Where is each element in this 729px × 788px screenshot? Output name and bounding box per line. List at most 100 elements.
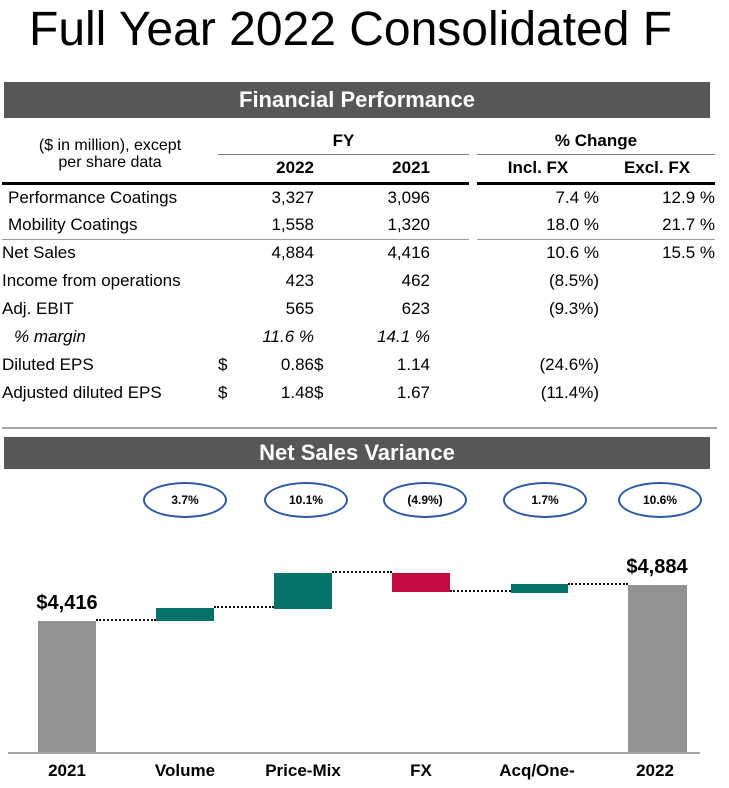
row-label: Adj. EBIT (2, 299, 74, 318)
x-axis-line (8, 752, 700, 754)
table-units-note-line2: per share data (58, 153, 162, 171)
value-incl-fx: (8.5%) (548, 271, 600, 290)
value-2021: 4,416 (387, 243, 430, 263)
value-incl-fx (477, 323, 599, 351)
dollar-sign: $ (218, 355, 228, 374)
column-group-fy: FY (218, 128, 470, 155)
connector-dotted-line (96, 619, 156, 621)
pct-bubble-label: (4.9%) (407, 493, 443, 507)
bar-acq-one (511, 584, 568, 593)
value-incl-fx: (24.6%) (539, 355, 600, 374)
financial-performance-title: Financial Performance (239, 87, 475, 112)
pct-bubble-label: 10.1% (288, 493, 324, 507)
bar-price-mix (274, 573, 332, 609)
table-row: Diluted EPS $ 0.86 $ 1.14 (24.6%) (2, 351, 715, 379)
bar-volume (156, 608, 214, 621)
dollar-sign (314, 183, 342, 211)
page-title: Full Year 2022 Consolidated F (29, 3, 673, 56)
dollar-sign (218, 211, 234, 240)
table-row: % margin 11.6 % 14.1 % (2, 323, 715, 351)
table-row: Income from operations 423 462 (8.5%) (2, 267, 715, 295)
connector-dotted-line (332, 571, 392, 573)
dollar-sign (314, 239, 342, 267)
pct-bubble-label: 10.6% (642, 493, 678, 507)
value-2022: 565 (285, 299, 314, 318)
header-pad (430, 154, 470, 185)
start-value-label: $4,416 (36, 592, 98, 614)
value-2021: 462 (401, 271, 430, 290)
financial-performance-table: ($ in million), except per share data FY… (2, 128, 716, 407)
pct-bubble-2022: 10.6% (618, 482, 702, 518)
value-excl-fx: 21.7 % (599, 211, 716, 240)
row-label: Diluted EPS (2, 355, 94, 374)
value-2022: 1.48 (280, 383, 314, 402)
value-excl-fx (599, 267, 715, 295)
value-2021: 14.1 % (377, 327, 430, 346)
end-value-label: $4,884 (626, 556, 688, 578)
column-header-fy-2022: 2022 (218, 154, 314, 185)
column-header-fy-2021: 2021 (314, 154, 430, 185)
bar-2022 (628, 585, 687, 752)
connector-dotted-line (568, 583, 628, 585)
value-excl-fx (599, 379, 715, 407)
value-2021: 3,096 (387, 187, 430, 207)
table-row: Mobility Coatings 1,558 1,320 18.0 % 21.… (2, 211, 716, 240)
column-header-excl-fx: Excl. FX (599, 154, 716, 185)
dollar-sign (314, 295, 342, 323)
value-incl-fx: 18.0 % (477, 211, 600, 240)
dollar-sign: $ (218, 383, 228, 402)
table-row: Net Sales 4,884 4,416 10.6 % 15.5 % (2, 239, 715, 267)
value-2021: 623 (401, 299, 430, 318)
value-incl-fx: (11.4%) (540, 383, 600, 402)
connector-dotted-line (214, 606, 274, 608)
x-label-price-mix: Price-Mix (265, 761, 341, 780)
column-gap (469, 154, 477, 183)
value-2022: 423 (285, 271, 314, 290)
dollar-sign (218, 295, 234, 323)
dollar-sign (218, 239, 234, 267)
value-2022: 0.86 (280, 355, 314, 374)
pct-bubble-label: 3.7% (171, 493, 199, 507)
value-2022: 3,327 (271, 187, 314, 207)
x-label-fx: FX (410, 761, 432, 780)
row-label: % margin (14, 327, 86, 346)
value-excl-fx: 15.5 % (662, 243, 716, 263)
bar-fx (392, 573, 450, 592)
row-label: Mobility Coatings (2, 211, 218, 240)
value-2022: 4,884 (271, 243, 314, 263)
x-label-volume: Volume (154, 761, 216, 780)
value-2022: 11.6 % (262, 327, 314, 346)
net-sales-variance-header-bar: Net Sales Variance (4, 437, 710, 469)
table-bottom-rule (2, 427, 717, 429)
value-incl-fx: 7.4 % (555, 187, 600, 207)
pct-bubble-acq-one: 1.7% (503, 482, 587, 518)
column-group-pct-change: % Change (477, 128, 716, 155)
bar-2021 (38, 621, 96, 752)
row-label: Performance Coatings (8, 187, 178, 207)
pct-bubble-volume: 3.7% (143, 482, 227, 518)
net-sales-variance-title: Net Sales Variance (259, 440, 455, 465)
value-2022: 1,558 (234, 211, 314, 240)
x-label-2022: 2022 (636, 761, 674, 780)
value-incl-fx: 10.6 % (546, 243, 600, 263)
value-incl-fx: (9.3%) (548, 299, 600, 318)
value-excl-fx (599, 351, 715, 379)
table-units-note: ($ in million), except per share data (2, 128, 218, 185)
row-label: Adjusted diluted EPS (2, 383, 162, 402)
row-label: Income from operations (2, 271, 181, 290)
table-row: Adjusted diluted EPS $ 1.48 $ 1.67 (11.4… (2, 379, 715, 407)
value-excl-fx (599, 323, 715, 351)
value-2021: 1.14 (396, 355, 430, 374)
value-excl-fx (599, 295, 715, 323)
table-units-note-line1: ($ in million), except (38, 136, 182, 154)
financial-performance-header-bar: Financial Performance (4, 82, 710, 118)
column-gap (469, 128, 477, 154)
dollar-sign (314, 323, 342, 351)
pct-bubble-label: 1.7% (531, 493, 559, 507)
pct-bubble-price-mix: 10.1% (264, 482, 348, 518)
table-row: Performance Coatings 3,327 3,096 7.4 % 1… (2, 183, 715, 211)
x-label-acq-one: Acq/One- (499, 761, 575, 780)
row-label: Net Sales (2, 243, 76, 263)
pct-bubble-fx: (4.9%) (383, 482, 467, 518)
dollar-sign (314, 267, 342, 295)
